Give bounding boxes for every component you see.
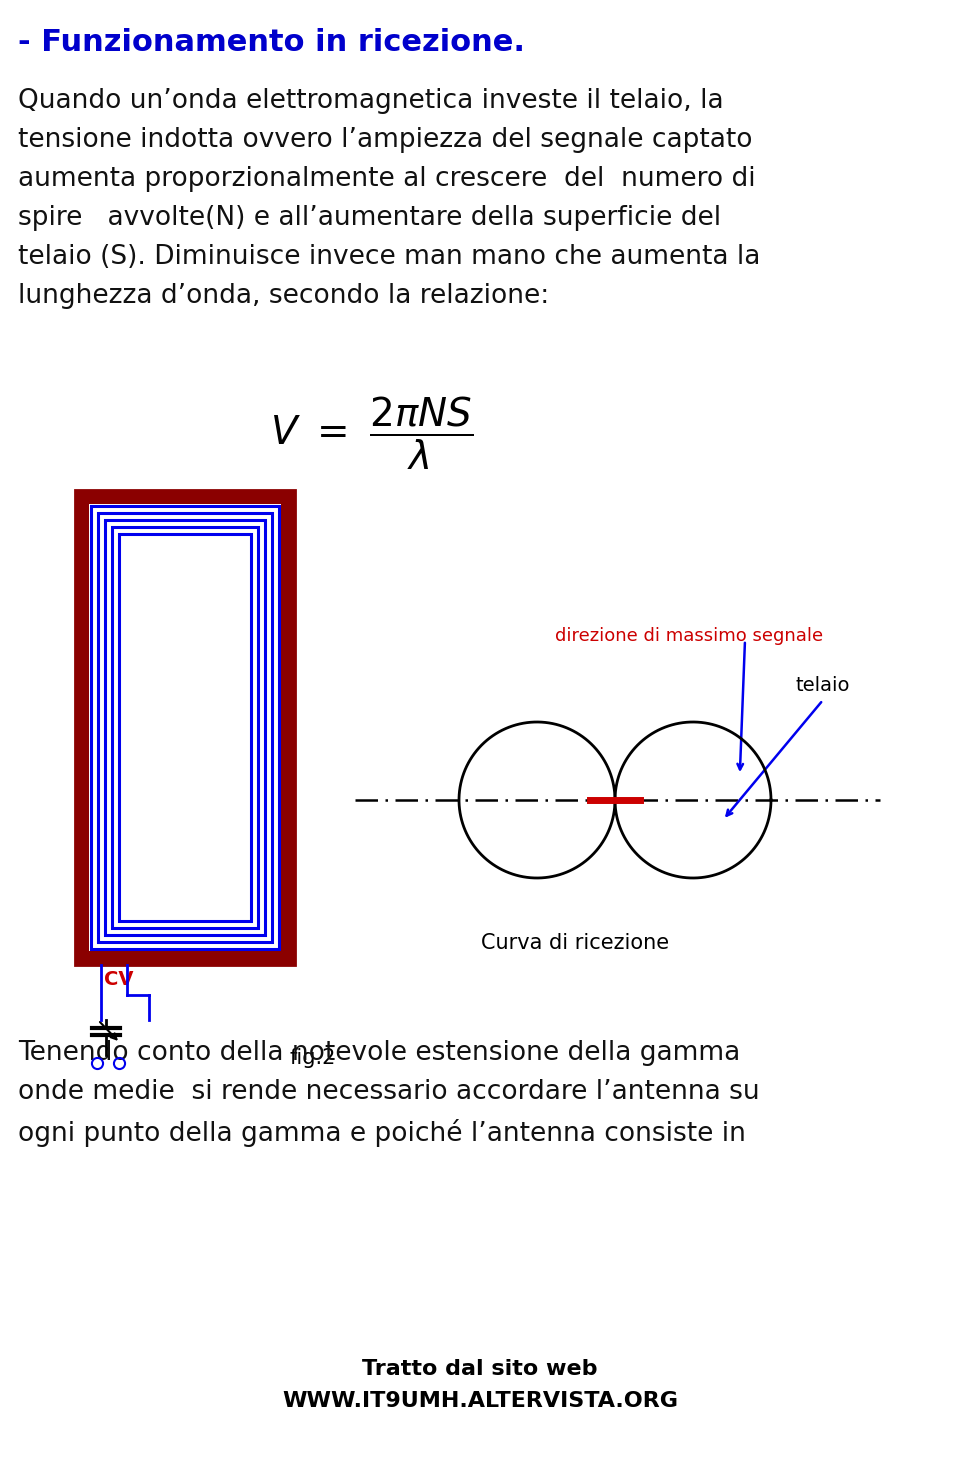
Text: Quando un’onda elettromagnetica investe il telaio, la
tensione indotta ovvero l’: Quando un’onda elettromagnetica investe … <box>18 88 760 310</box>
Text: Tratto dal sito web
WWW.IT9UMH.ALTERVISTA.ORG: Tratto dal sito web WWW.IT9UMH.ALTERVIST… <box>282 1359 678 1412</box>
Bar <box>89 504 281 950</box>
Bar <box>91 507 279 949</box>
Bar <box>75 491 295 965</box>
Bar <box>112 527 258 929</box>
Text: fig.2: fig.2 <box>290 1048 336 1069</box>
Text: Tenendo conto della notevole estensione della gamma
onde medie  si rende necessa: Tenendo conto della notevole estensione … <box>18 1040 759 1148</box>
Text: $V\ =\ \dfrac{2\pi NS}{\lambda}$: $V\ =\ \dfrac{2\pi NS}{\lambda}$ <box>270 396 473 472</box>
Bar <box>119 534 251 921</box>
Bar <box>98 512 272 942</box>
Text: direzione di massimo segnale: direzione di massimo segnale <box>555 626 823 645</box>
Text: CV: CV <box>105 969 133 988</box>
Bar <box>105 520 265 934</box>
Text: - Funzionamento in ricezione.: - Funzionamento in ricezione. <box>18 28 525 57</box>
Text: Curva di ricezione: Curva di ricezione <box>481 933 669 953</box>
Text: telaio: telaio <box>796 676 851 695</box>
